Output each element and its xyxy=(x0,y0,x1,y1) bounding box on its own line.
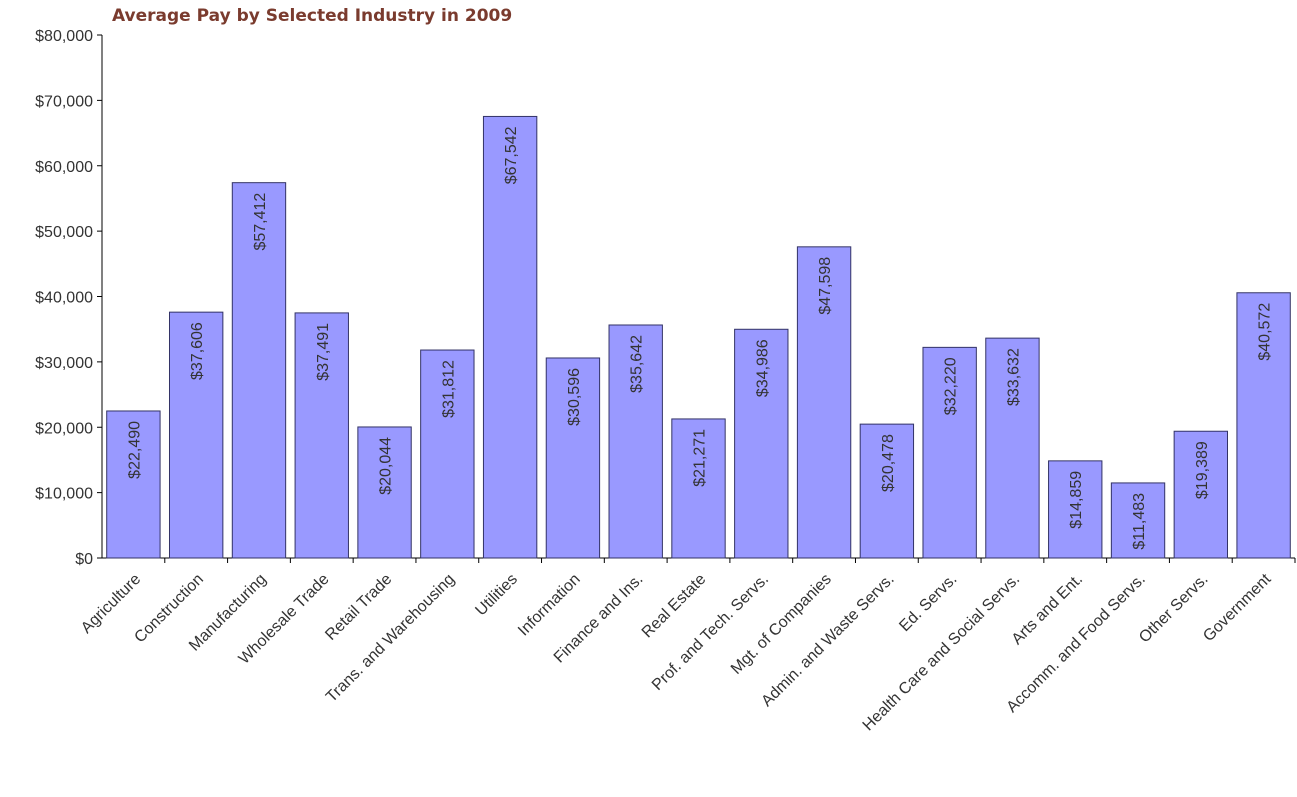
y-tick-label: $50,000 xyxy=(35,224,93,241)
bar xyxy=(922,346,977,559)
bar xyxy=(985,337,1040,559)
y-tick-label: $40,000 xyxy=(35,290,93,307)
data-label: $37,491 xyxy=(315,323,332,381)
bar xyxy=(1110,482,1166,559)
bar xyxy=(357,426,412,559)
bar xyxy=(294,312,349,559)
y-tick-label: $80,000 xyxy=(35,28,93,45)
data-label: $47,598 xyxy=(817,257,834,315)
bar xyxy=(106,410,161,559)
data-label: $11,483 xyxy=(1131,493,1148,550)
bar xyxy=(734,328,789,559)
data-label: $30,596 xyxy=(566,368,583,426)
bar xyxy=(231,182,287,559)
bar xyxy=(1236,292,1291,559)
x-tick-label: Prof. and Tech. Servs. xyxy=(649,571,772,694)
chart-title: Average Pay by Selected Industry in 2009 xyxy=(112,6,513,26)
data-label: $31,812 xyxy=(440,360,457,418)
bar xyxy=(608,324,663,559)
y-tick-label: $20,000 xyxy=(35,420,93,437)
bar xyxy=(859,423,915,559)
bar xyxy=(420,349,475,559)
data-label: $40,572 xyxy=(1257,303,1274,361)
x-tick-label: Trans. and Warehousing xyxy=(323,571,458,706)
data-label: $34,986 xyxy=(754,339,771,397)
data-label: $33,632 xyxy=(1005,348,1022,406)
y-tick-label: $0 xyxy=(75,551,93,568)
bar xyxy=(1048,460,1103,559)
x-tick-label: Admin. and Waste Servs. xyxy=(758,571,897,710)
data-label: $20,044 xyxy=(378,437,395,495)
bar xyxy=(671,418,726,559)
data-label: $37,606 xyxy=(189,322,206,380)
y-tick-label: $60,000 xyxy=(35,159,93,176)
bar xyxy=(796,246,852,559)
data-label: $35,642 xyxy=(629,335,646,393)
bar xyxy=(545,357,601,559)
data-label: $57,412 xyxy=(252,193,269,251)
bar xyxy=(482,115,538,559)
data-label: $19,389 xyxy=(1194,441,1211,499)
bar xyxy=(168,311,224,559)
data-label: $22,490 xyxy=(126,421,143,479)
x-tick-label: Agriculture xyxy=(78,571,144,637)
data-label: $20,478 xyxy=(880,434,897,492)
x-tick-label: Government xyxy=(1200,570,1275,645)
data-label: $67,542 xyxy=(503,126,520,184)
x-tick-label: Utilities xyxy=(472,571,520,619)
data-label: $21,271 xyxy=(692,429,709,487)
x-tick-label: Ed. Servs. xyxy=(896,571,960,635)
data-label: $32,220 xyxy=(943,357,960,415)
y-tick-label: $30,000 xyxy=(35,355,93,372)
y-tick-label: $10,000 xyxy=(35,486,93,503)
bar xyxy=(1173,430,1229,559)
y-tick-label: $70,000 xyxy=(35,93,93,110)
x-tick-label: Information xyxy=(515,571,584,640)
data-label: $14,859 xyxy=(1068,471,1085,529)
